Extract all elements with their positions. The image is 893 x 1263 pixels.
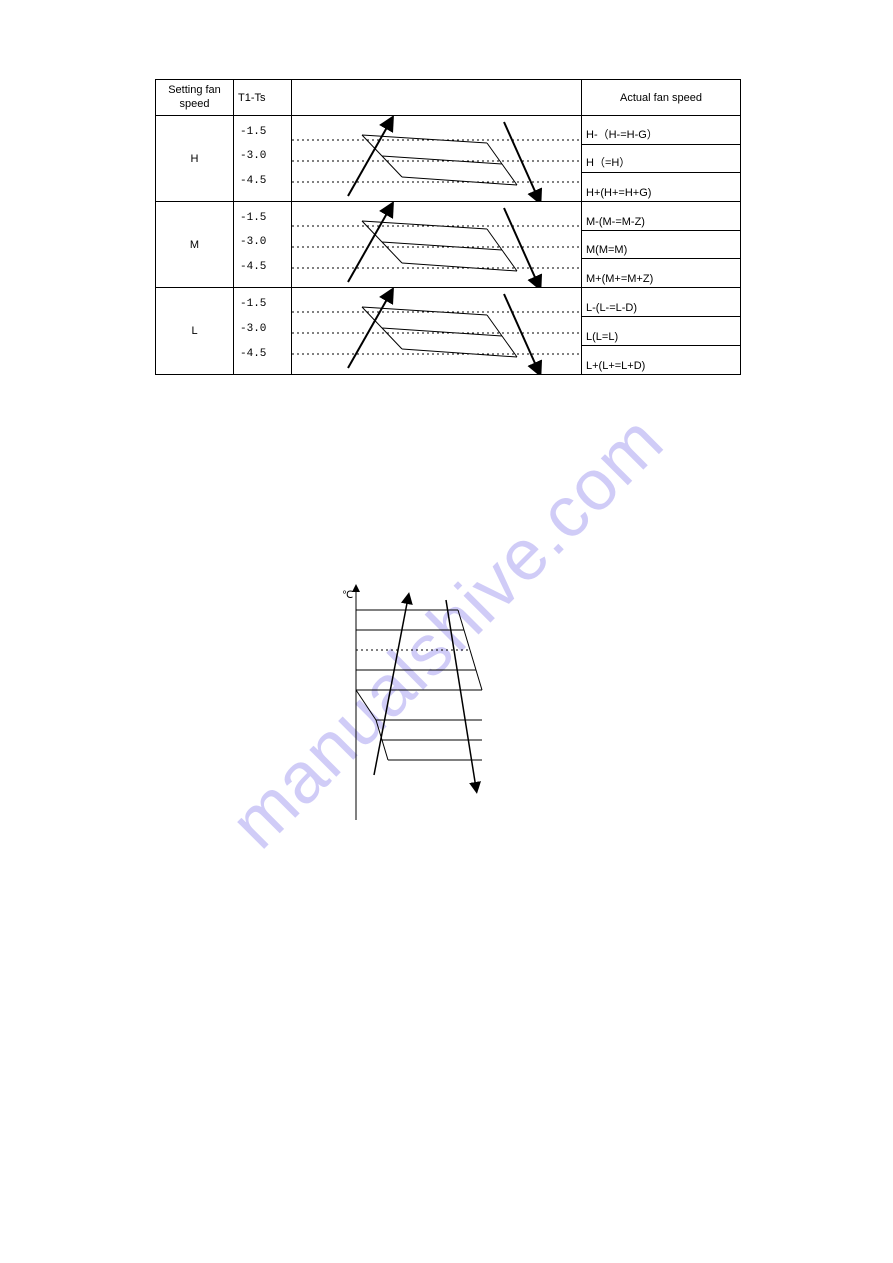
- speed-label-H: H: [156, 116, 234, 201]
- fan-speed-table: Setting fan speed T1-Ts Actual fan speed…: [155, 79, 741, 375]
- step-diagram-icon: ℃: [338, 580, 498, 830]
- threshold-values: -1.5 -3.0 -4.5: [234, 202, 292, 287]
- actual-value: M+(M+=M+Z): [582, 259, 740, 287]
- actual-value: L-(L-=L-D): [582, 288, 740, 317]
- threshold-values: -1.5 -3.0 -4.5: [234, 116, 292, 201]
- actual-value: H（=H）: [582, 145, 740, 174]
- row-diagram: [292, 288, 582, 374]
- speed-label-L: L: [156, 288, 234, 374]
- threshold-value: -3.0: [240, 323, 291, 335]
- hysteresis-diagram-icon: [292, 116, 582, 202]
- row-diagram: [292, 116, 582, 201]
- threshold-value: -3.0: [240, 236, 291, 248]
- row-diagram: [292, 202, 582, 287]
- actual-value: L(L=L): [582, 317, 740, 346]
- threshold-value: -1.5: [240, 298, 291, 310]
- header-t1ts: T1-Ts: [234, 80, 292, 115]
- threshold-value: -3.0: [240, 150, 291, 162]
- y-axis-label: ℃: [342, 590, 353, 601]
- actual-values: L-(L-=L-D) L(L=L) L+(L+=L+D): [582, 288, 740, 374]
- speed-label-M: M: [156, 202, 234, 287]
- actual-value: H-（H-=H-G）: [582, 116, 740, 145]
- table-row: L -1.5 -3.0 -4.5 L-(L-=L-D): [156, 288, 740, 374]
- actual-values: H-（H-=H-G） H（=H） H+(H+=H+G): [582, 116, 740, 201]
- actual-value: M-(M-=M-Z): [582, 202, 740, 231]
- actual-value: H+(H+=H+G): [582, 173, 740, 201]
- table-row: H -1.5 -3.0 -4.5: [156, 116, 740, 202]
- hysteresis-diagram-icon: [292, 288, 582, 374]
- hysteresis-diagram-icon: [292, 202, 582, 288]
- actual-value: M(M=M): [582, 231, 740, 260]
- actual-value: L+(L+=L+D): [582, 346, 740, 374]
- threshold-value: -1.5: [240, 212, 291, 224]
- threshold-value: -4.5: [240, 261, 291, 273]
- header-diagram-spacer: [292, 80, 582, 115]
- temperature-step-diagram: ℃: [338, 580, 498, 833]
- header-actual: Actual fan speed: [582, 80, 740, 115]
- threshold-value: -4.5: [240, 175, 291, 187]
- actual-values: M-(M-=M-Z) M(M=M) M+(M+=M+Z): [582, 202, 740, 287]
- threshold-values: -1.5 -3.0 -4.5: [234, 288, 292, 374]
- header-setting: Setting fan speed: [156, 80, 234, 115]
- threshold-value: -4.5: [240, 348, 291, 360]
- table-row: M -1.5 -3.0 -4.5 M-(M-=M-Z): [156, 202, 740, 288]
- threshold-value: -1.5: [240, 126, 291, 138]
- table-header-row: Setting fan speed T1-Ts Actual fan speed: [156, 80, 740, 116]
